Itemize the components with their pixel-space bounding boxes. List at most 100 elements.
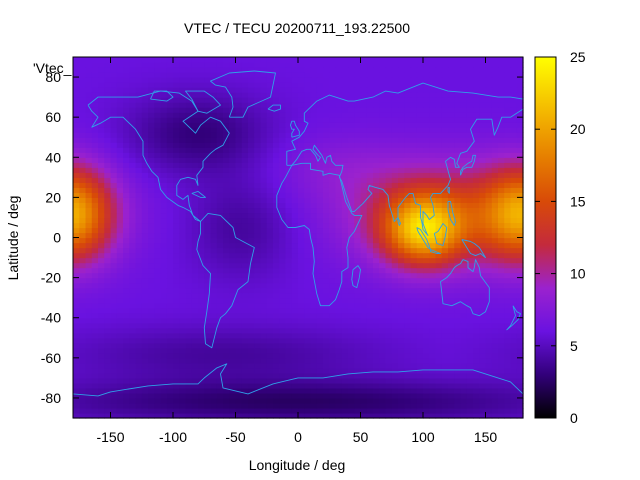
heatmap-cell bbox=[73, 162, 80, 168]
heatmap-cell bbox=[279, 302, 287, 309]
heatmap-cell bbox=[323, 362, 330, 369]
heatmap-cell bbox=[104, 127, 112, 133]
heatmap-cell bbox=[404, 147, 412, 153]
heatmap-cell bbox=[329, 397, 337, 404]
heatmap-cell bbox=[198, 322, 205, 329]
heatmap-cell bbox=[341, 302, 349, 309]
heatmap-cell bbox=[91, 142, 99, 148]
heatmap-cell bbox=[360, 162, 368, 168]
heatmap-cell bbox=[223, 97, 230, 103]
heatmap-cell bbox=[129, 377, 137, 384]
heatmap-cell bbox=[116, 102, 124, 108]
heatmap-cell bbox=[398, 362, 405, 369]
heatmap-cell bbox=[454, 127, 462, 133]
heatmap-cell bbox=[335, 137, 343, 143]
heatmap-cell bbox=[485, 272, 493, 279]
heatmap-cell bbox=[366, 102, 374, 108]
heatmap-cell bbox=[279, 407, 287, 414]
heatmap-cell bbox=[485, 142, 493, 148]
heatmap-cell bbox=[398, 147, 405, 153]
heatmap-cell bbox=[373, 77, 380, 83]
heatmap-cell bbox=[235, 222, 243, 229]
heatmap-cell bbox=[485, 157, 493, 163]
heatmap-cell bbox=[348, 277, 355, 284]
heatmap-cell bbox=[304, 147, 312, 153]
heatmap-cell bbox=[160, 232, 168, 239]
heatmap-cell bbox=[473, 157, 480, 163]
heatmap-cell bbox=[491, 372, 499, 379]
heatmap-cell bbox=[441, 362, 449, 369]
heatmap-cell bbox=[379, 137, 387, 143]
heatmap-cell bbox=[273, 232, 280, 239]
heatmap-cell bbox=[485, 337, 493, 344]
heatmap-cell bbox=[160, 187, 168, 193]
heatmap-cell bbox=[391, 327, 399, 334]
heatmap-cell bbox=[466, 357, 474, 364]
heatmap-cell bbox=[91, 217, 99, 224]
heatmap-cell bbox=[391, 352, 399, 359]
heatmap-cell bbox=[129, 177, 137, 183]
heatmap-cell bbox=[479, 302, 487, 309]
heatmap-cell bbox=[173, 87, 180, 93]
heatmap-cell bbox=[73, 172, 80, 178]
heatmap-cell bbox=[323, 212, 330, 219]
heatmap-cell bbox=[379, 72, 387, 78]
heatmap-cell bbox=[279, 397, 287, 404]
heatmap-cell bbox=[135, 237, 143, 244]
heatmap-cell bbox=[191, 67, 199, 73]
heatmap-cell bbox=[154, 112, 162, 118]
heatmap-cell bbox=[223, 357, 230, 364]
heatmap-cell bbox=[479, 212, 487, 219]
heatmap-cell bbox=[441, 237, 449, 244]
heatmap-cell bbox=[485, 147, 493, 153]
heatmap-cell bbox=[298, 172, 305, 178]
heatmap-cell bbox=[473, 177, 480, 183]
heatmap-cell bbox=[198, 112, 205, 118]
heatmap-cell bbox=[223, 267, 230, 274]
heatmap-cell bbox=[429, 87, 437, 93]
heatmap-cell bbox=[304, 72, 312, 78]
heatmap-cell bbox=[516, 272, 524, 279]
heatmap-cell bbox=[291, 182, 299, 188]
heatmap-cell bbox=[173, 137, 180, 143]
heatmap-cell bbox=[154, 117, 162, 123]
heatmap-cell bbox=[291, 112, 299, 118]
heatmap-cell bbox=[79, 267, 87, 274]
heatmap-cell bbox=[291, 172, 299, 178]
heatmap-cell bbox=[410, 317, 418, 324]
heatmap-cell bbox=[435, 97, 443, 103]
heatmap-cell bbox=[473, 192, 480, 198]
heatmap-cell bbox=[191, 282, 199, 289]
heatmap-cell bbox=[485, 127, 493, 133]
heatmap-cell bbox=[160, 347, 168, 354]
heatmap-cell bbox=[485, 122, 493, 128]
heatmap-cell bbox=[154, 267, 162, 274]
heatmap-cell bbox=[285, 282, 293, 289]
heatmap-cell bbox=[98, 372, 105, 379]
heatmap-cell bbox=[510, 187, 518, 193]
heatmap-cell bbox=[298, 302, 305, 309]
heatmap-cell bbox=[410, 262, 418, 269]
heatmap-cell bbox=[310, 332, 318, 339]
heatmap-cell bbox=[354, 217, 362, 224]
heatmap-cell bbox=[235, 82, 243, 88]
heatmap-cell bbox=[210, 262, 218, 269]
heatmap-cell bbox=[154, 397, 162, 404]
heatmap-cell bbox=[454, 237, 462, 244]
heatmap-cell bbox=[204, 107, 212, 113]
heatmap-cell bbox=[248, 332, 255, 339]
heatmap-cell bbox=[110, 267, 118, 274]
heatmap-cell bbox=[473, 102, 480, 108]
heatmap-cell bbox=[123, 412, 130, 419]
heatmap-cell bbox=[516, 72, 524, 78]
heatmap-cell bbox=[141, 407, 149, 414]
heatmap-cell bbox=[85, 327, 93, 334]
heatmap-cell bbox=[466, 277, 474, 284]
heatmap-cell bbox=[279, 172, 287, 178]
heatmap-cell bbox=[404, 117, 412, 123]
heatmap-cell bbox=[179, 372, 187, 379]
heatmap-cell bbox=[473, 407, 480, 414]
heatmap-cell bbox=[391, 102, 399, 108]
heatmap-cell bbox=[216, 167, 224, 173]
heatmap-cell bbox=[335, 277, 343, 284]
